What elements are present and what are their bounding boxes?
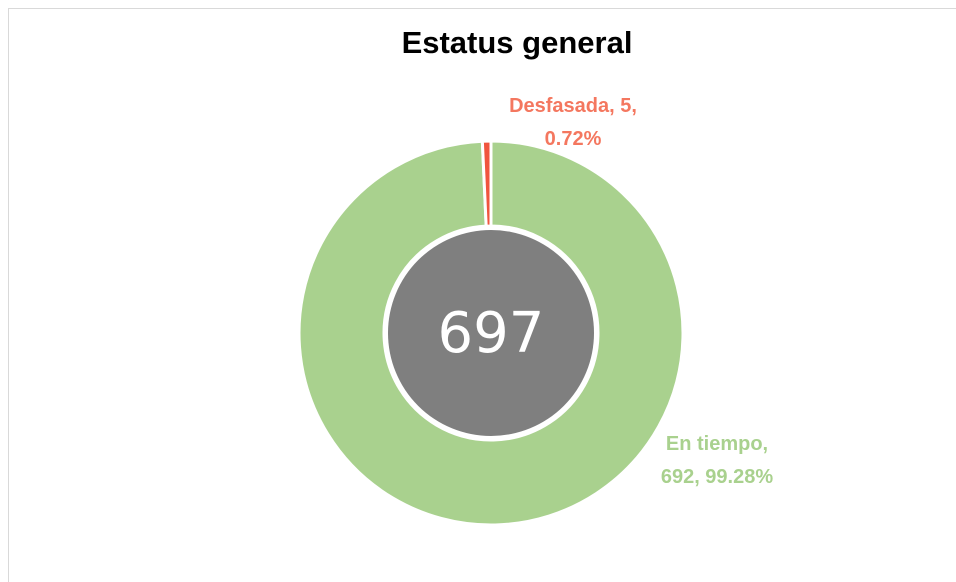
- chart-frame: [8, 8, 956, 582]
- donut-segment: [297, 139, 685, 527]
- donut-segment: [480, 139, 493, 228]
- donut-hole: [388, 230, 594, 436]
- chart-title: Estatus general: [402, 25, 633, 60]
- center-total: 697: [438, 301, 545, 366]
- data-label: Desfasada, 5, 0.72%: [509, 95, 637, 150]
- data-label: En tiempo, 692, 99.28%: [660, 433, 774, 488]
